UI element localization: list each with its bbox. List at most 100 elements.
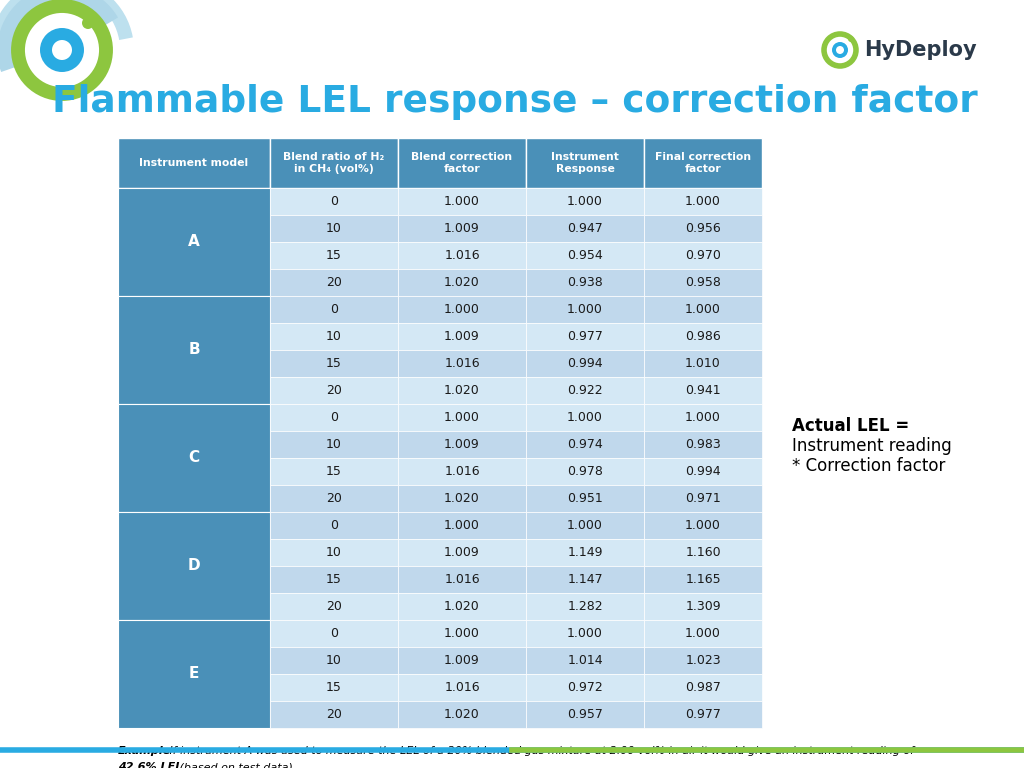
Text: 0.972: 0.972 bbox=[567, 681, 603, 694]
Text: 0: 0 bbox=[330, 519, 338, 532]
Text: 10: 10 bbox=[326, 438, 342, 451]
Circle shape bbox=[848, 36, 854, 42]
Bar bbox=[270, 431, 398, 458]
Bar bbox=[644, 701, 762, 728]
Text: 0: 0 bbox=[330, 303, 338, 316]
Bar bbox=[526, 296, 644, 323]
Bar bbox=[644, 377, 762, 404]
Bar bbox=[526, 323, 644, 350]
Bar bbox=[526, 701, 644, 728]
Bar bbox=[526, 566, 644, 593]
Text: 1.000: 1.000 bbox=[444, 627, 480, 640]
Bar bbox=[398, 188, 526, 215]
Bar bbox=[270, 620, 398, 647]
Text: 0.941: 0.941 bbox=[685, 384, 721, 397]
Bar bbox=[118, 138, 270, 188]
Text: 15: 15 bbox=[326, 249, 342, 262]
Text: 0.994: 0.994 bbox=[685, 465, 721, 478]
Text: C: C bbox=[188, 451, 200, 465]
Text: Final correction
factor: Final correction factor bbox=[655, 152, 751, 174]
Bar bbox=[270, 215, 398, 242]
Text: 1.020: 1.020 bbox=[444, 600, 480, 613]
Bar bbox=[270, 269, 398, 296]
Text: 0.977: 0.977 bbox=[685, 708, 721, 721]
Text: Blend ratio of H₂
in CH₄ (vol%): Blend ratio of H₂ in CH₄ (vol%) bbox=[284, 152, 385, 174]
Bar bbox=[270, 512, 398, 539]
Text: 1.147: 1.147 bbox=[567, 573, 603, 586]
Text: 1.020: 1.020 bbox=[444, 384, 480, 397]
Text: B: B bbox=[188, 343, 200, 357]
Bar bbox=[644, 539, 762, 566]
Circle shape bbox=[831, 42, 848, 58]
Bar bbox=[398, 458, 526, 485]
Text: Instrument reading: Instrument reading bbox=[792, 437, 951, 455]
Text: 1.000: 1.000 bbox=[444, 195, 480, 208]
Bar bbox=[526, 431, 644, 458]
Bar bbox=[644, 647, 762, 674]
Text: 1.000: 1.000 bbox=[685, 411, 721, 424]
Bar bbox=[118, 620, 270, 728]
Text: 20: 20 bbox=[326, 276, 342, 289]
Text: 0.983: 0.983 bbox=[685, 438, 721, 451]
Text: 1.160: 1.160 bbox=[685, 546, 721, 559]
Bar bbox=[644, 512, 762, 539]
Bar bbox=[398, 512, 526, 539]
Text: 1.000: 1.000 bbox=[567, 519, 603, 532]
Text: 0.994: 0.994 bbox=[567, 357, 603, 370]
Text: (based on test data): (based on test data) bbox=[176, 762, 293, 768]
Text: A: A bbox=[188, 234, 200, 250]
Bar bbox=[526, 377, 644, 404]
Bar bbox=[398, 593, 526, 620]
Text: 20: 20 bbox=[326, 492, 342, 505]
Text: E: E bbox=[188, 667, 200, 681]
Text: 0.947: 0.947 bbox=[567, 222, 603, 235]
Bar bbox=[644, 404, 762, 431]
Text: 1.016: 1.016 bbox=[444, 465, 480, 478]
Text: 10: 10 bbox=[326, 654, 342, 667]
Circle shape bbox=[836, 46, 844, 54]
Bar bbox=[526, 647, 644, 674]
Text: 0.956: 0.956 bbox=[685, 222, 721, 235]
Text: 1.000: 1.000 bbox=[567, 195, 603, 208]
Text: 1.000: 1.000 bbox=[444, 303, 480, 316]
Text: 1.000: 1.000 bbox=[567, 411, 603, 424]
Bar bbox=[526, 539, 644, 566]
Bar bbox=[118, 512, 270, 620]
Bar bbox=[270, 701, 398, 728]
Text: 1.016: 1.016 bbox=[444, 357, 480, 370]
Bar bbox=[398, 701, 526, 728]
Bar bbox=[270, 647, 398, 674]
Bar bbox=[398, 566, 526, 593]
Text: 1.016: 1.016 bbox=[444, 681, 480, 694]
Text: 0.957: 0.957 bbox=[567, 708, 603, 721]
Bar bbox=[526, 512, 644, 539]
Text: 1.309: 1.309 bbox=[685, 600, 721, 613]
Bar bbox=[270, 566, 398, 593]
Text: 1.000: 1.000 bbox=[444, 519, 480, 532]
Bar bbox=[526, 269, 644, 296]
Bar bbox=[398, 296, 526, 323]
Text: 1.023: 1.023 bbox=[685, 654, 721, 667]
Bar bbox=[526, 485, 644, 512]
Bar bbox=[270, 296, 398, 323]
Text: If instrument A was used to measure the LEL of a 20% blended gas mixture at 2.00: If instrument A was used to measure the … bbox=[166, 746, 914, 756]
Bar bbox=[270, 674, 398, 701]
Text: 0: 0 bbox=[330, 195, 338, 208]
Bar bbox=[398, 377, 526, 404]
Text: 1.000: 1.000 bbox=[567, 303, 603, 316]
Bar bbox=[644, 620, 762, 647]
Bar bbox=[398, 404, 526, 431]
Bar bbox=[398, 647, 526, 674]
Text: 1.000: 1.000 bbox=[567, 627, 603, 640]
Bar bbox=[270, 242, 398, 269]
Text: 1.282: 1.282 bbox=[567, 600, 603, 613]
Bar bbox=[270, 539, 398, 566]
Text: 1.009: 1.009 bbox=[444, 222, 480, 235]
Bar bbox=[398, 350, 526, 377]
Text: 0.977: 0.977 bbox=[567, 330, 603, 343]
Text: 15: 15 bbox=[326, 681, 342, 694]
Text: 1.020: 1.020 bbox=[444, 276, 480, 289]
Bar bbox=[644, 431, 762, 458]
Text: 15: 15 bbox=[326, 357, 342, 370]
Bar bbox=[644, 269, 762, 296]
